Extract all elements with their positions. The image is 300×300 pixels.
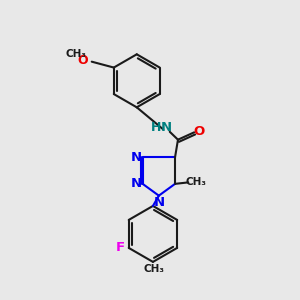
Text: CH₃: CH₃ [65, 49, 86, 59]
Text: F: F [116, 242, 125, 254]
Text: N: N [130, 177, 142, 190]
Text: CH₃: CH₃ [144, 264, 165, 274]
Text: N: N [153, 196, 164, 208]
Text: CH₃: CH₃ [185, 177, 206, 188]
Text: N: N [130, 151, 142, 164]
Text: H: H [151, 122, 161, 134]
Text: N: N [160, 122, 172, 134]
Text: O: O [193, 125, 204, 138]
Text: O: O [77, 54, 88, 67]
